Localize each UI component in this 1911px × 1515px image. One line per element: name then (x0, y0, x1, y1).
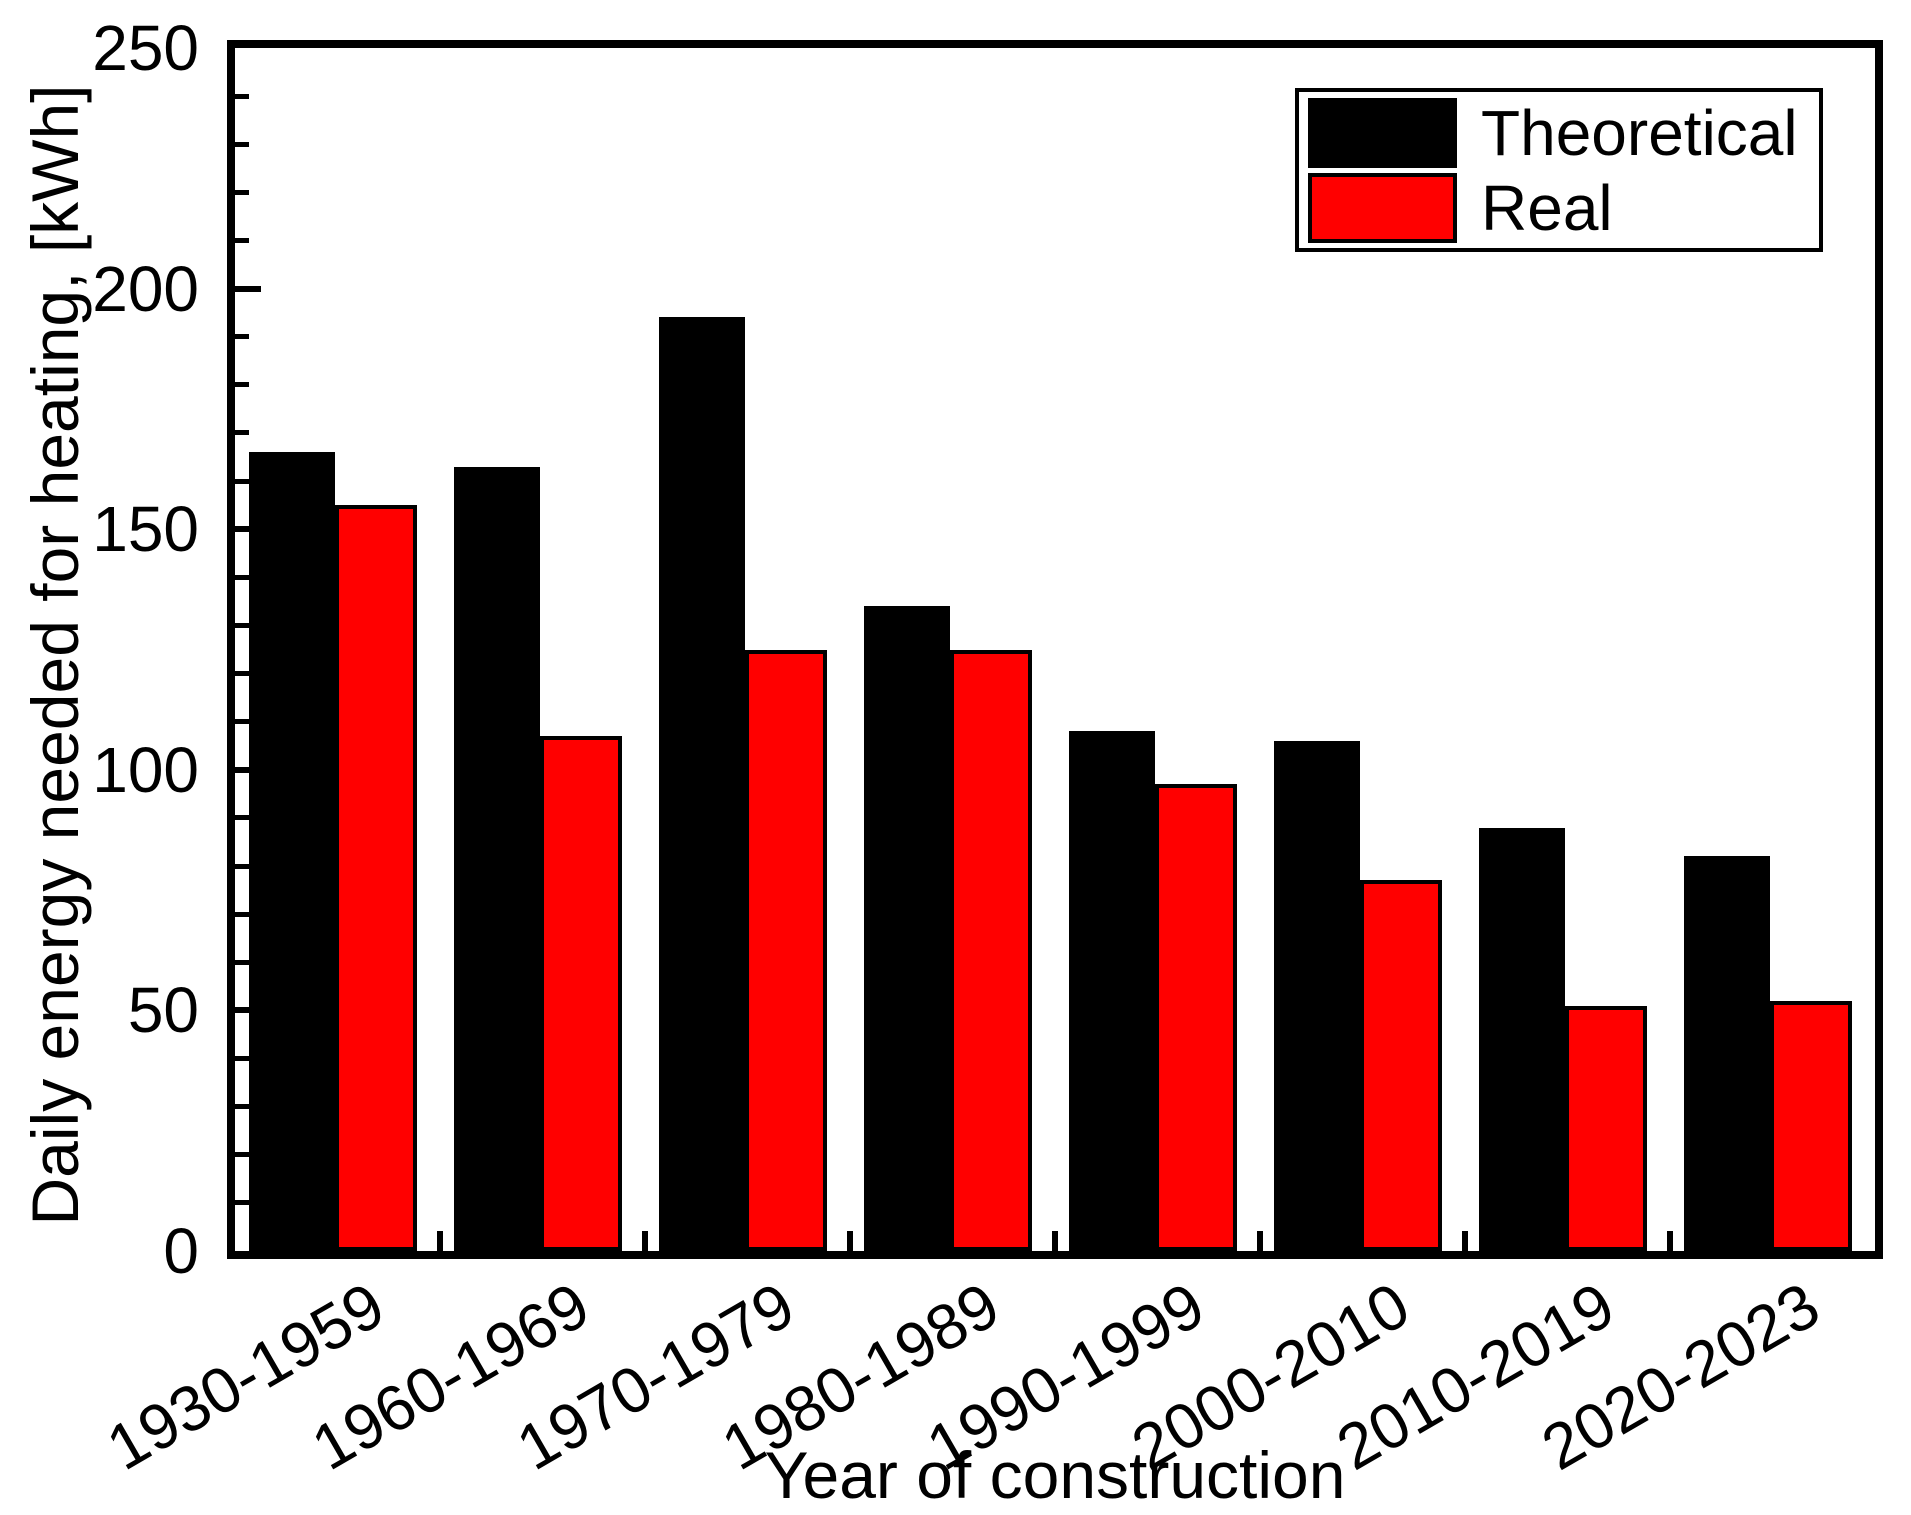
bar-theoretical-1960-1969 (454, 466, 540, 1251)
legend-row-real: Real (1308, 170, 1819, 245)
y-tick-minor (235, 1104, 249, 1110)
y-tick-minor (235, 189, 249, 195)
y-tick-minor (235, 1152, 249, 1158)
legend-label-theoretical: Theoretical (1481, 96, 1798, 169)
y-tick-major (235, 285, 261, 292)
bar-theoretical-2020-2023 (1684, 856, 1770, 1251)
y-tick-label: 100 (92, 733, 199, 806)
bar-real-1970-1979 (745, 649, 827, 1251)
y-tick-minor (235, 478, 249, 484)
y-tick-label: 0 (163, 1215, 199, 1287)
y-tick-major (235, 1007, 261, 1014)
x-tick (642, 1231, 648, 1251)
legend-row-theoretical: Theoretical (1308, 95, 1819, 170)
y-tick-minor (235, 671, 249, 677)
y-tick-minor (235, 1200, 249, 1206)
bar-real-1930-1959 (335, 505, 417, 1251)
y-tick-label: 250 (92, 12, 199, 84)
y-tick-minor (235, 863, 249, 869)
x-axis-title: Year of construction (764, 1438, 1346, 1512)
y-tick-major (235, 766, 261, 773)
legend-swatch-theoretical (1308, 97, 1457, 168)
bar-theoretical-2000-2010 (1274, 740, 1360, 1251)
bar-real-1960-1969 (540, 736, 622, 1251)
y-tick-minor (235, 815, 249, 821)
y-tick-minor (235, 959, 249, 965)
y-axis-title: Daily energy needed for heating, [kWh] (18, 84, 92, 1226)
bar-theoretical-1980-1989 (864, 606, 950, 1251)
legend-label-real: Real (1481, 171, 1613, 244)
y-tick-minor (235, 93, 249, 99)
bar-real-2000-2010 (1360, 880, 1442, 1251)
y-tick-minor (235, 237, 249, 243)
y-tick-minor (235, 430, 249, 436)
bar-theoretical-1930-1959 (249, 452, 335, 1251)
x-tick (1462, 1231, 1468, 1251)
y-tick-minor (235, 719, 249, 725)
legend: Theoretical Real (1295, 88, 1823, 252)
y-tick-minor (235, 622, 249, 628)
x-tick (1667, 1231, 1673, 1251)
legend-swatch-real (1308, 172, 1457, 243)
y-tick-label: 200 (92, 252, 199, 325)
x-tick (1052, 1231, 1058, 1251)
bar-theoretical-1990-1999 (1069, 731, 1155, 1251)
x-tick (847, 1231, 853, 1251)
y-tick-minor (235, 1056, 249, 1062)
y-tick-minor (235, 141, 249, 147)
x-tick (1257, 1231, 1263, 1251)
y-tick-major (235, 526, 261, 533)
x-tick (437, 1231, 443, 1251)
bar-real-2020-2023 (1770, 1000, 1852, 1251)
bar-theoretical-1970-1979 (659, 317, 745, 1251)
y-tick-minor (235, 911, 249, 917)
y-tick-minor (235, 334, 249, 340)
bar-real-1980-1989 (950, 649, 1032, 1251)
bar-theoretical-2010-2019 (1479, 827, 1565, 1251)
bar-real-2010-2019 (1565, 1005, 1647, 1251)
y-tick-label: 50 (127, 974, 199, 1047)
y-tick-label: 150 (92, 493, 199, 566)
y-tick-minor (235, 382, 249, 388)
bar-real-1990-1999 (1155, 784, 1237, 1251)
y-tick-minor (235, 574, 249, 580)
